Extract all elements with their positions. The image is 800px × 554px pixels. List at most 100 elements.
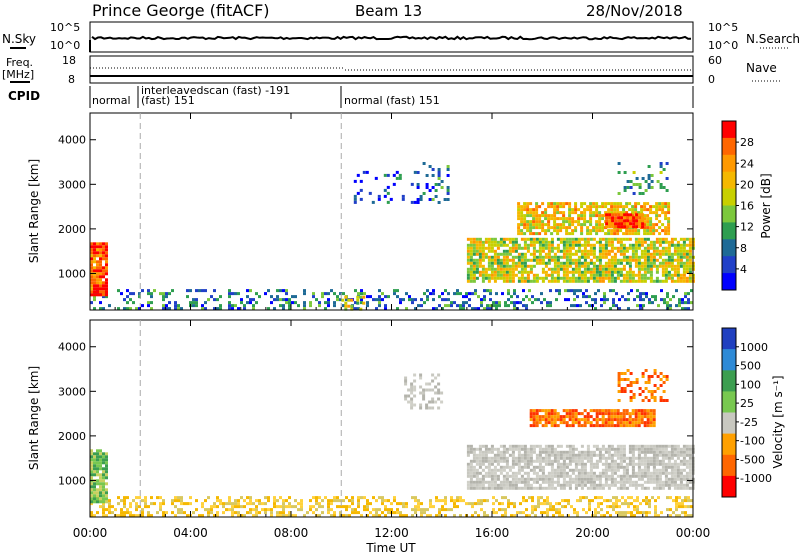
- echo-cell: [475, 447, 479, 451]
- echo-cell: [615, 499, 618, 503]
- echo-cell: [676, 453, 680, 457]
- y-tick-label: 4000: [58, 341, 86, 354]
- echo-cell: [441, 307, 444, 311]
- echo-cell: [586, 477, 590, 481]
- echo-cell: [638, 186, 642, 189]
- echo-cell: [643, 279, 647, 283]
- echo-cell: [492, 304, 495, 308]
- echo-cell: [610, 418, 614, 422]
- echo-cell: [511, 444, 515, 448]
- echo-cell: [363, 508, 366, 512]
- echo-cell: [592, 486, 596, 490]
- echo-cell: [679, 450, 683, 454]
- echo-cell: [646, 424, 650, 428]
- echo-cell: [526, 483, 530, 487]
- echo-cell: [502, 267, 506, 271]
- echo-cell: [93, 281, 96, 285]
- echo-cell: [652, 246, 656, 250]
- echo-cell: [526, 205, 530, 209]
- echo-cell: [662, 399, 666, 402]
- echo-cell: [619, 462, 623, 466]
- echo-cell: [651, 301, 654, 305]
- echo-cell: [571, 456, 575, 460]
- echo-cell: [90, 248, 93, 252]
- echo-cell: [565, 471, 569, 475]
- echo-cell: [646, 444, 650, 448]
- echo-cell: [312, 295, 315, 299]
- echo-cell: [634, 261, 638, 265]
- echo-cell: [556, 480, 560, 484]
- echo-cell: [333, 499, 336, 503]
- echo-cell: [586, 444, 590, 448]
- echo-cell: [676, 273, 680, 277]
- echo-cell: [568, 462, 572, 466]
- echo-cell: [426, 514, 429, 518]
- echo-cell: [636, 295, 639, 299]
- echo-cell: [659, 186, 663, 189]
- echo-cell: [544, 223, 548, 227]
- echo-cell: [342, 292, 345, 296]
- echo-cell: [595, 220, 599, 224]
- echo-cell: [613, 270, 617, 274]
- echo-cell: [613, 264, 617, 268]
- echo-cell: [679, 261, 683, 265]
- echo-cell: [535, 217, 539, 221]
- echo-cell: [607, 412, 611, 416]
- echo-cell: [636, 289, 639, 293]
- echo-cell: [234, 304, 237, 308]
- echo-cell: [90, 263, 93, 267]
- echo-cell: [664, 477, 668, 481]
- echo-cell: [99, 242, 102, 246]
- echo-cell: [631, 255, 635, 259]
- echo-cell: [655, 447, 659, 451]
- echo-cell: [610, 456, 614, 460]
- echo-cell: [650, 396, 654, 399]
- echo-cell: [679, 243, 683, 247]
- echo-cell: [544, 237, 548, 241]
- echo-cell: [577, 424, 581, 428]
- echo-cell: [606, 505, 609, 509]
- echo-cell: [646, 220, 650, 224]
- y-tick-label: 1000: [58, 474, 86, 487]
- echo-cell: [520, 267, 524, 271]
- echo-cell: [640, 276, 644, 280]
- echo-cell: [486, 499, 489, 503]
- echo-cell: [453, 499, 456, 503]
- echo-cell: [662, 375, 666, 378]
- echo-cell: [556, 477, 560, 481]
- echo-cell: [550, 237, 554, 241]
- echo-cell: [502, 477, 506, 481]
- echo-cell: [532, 444, 536, 448]
- echo-cell: [606, 511, 609, 515]
- echo-cell: [523, 462, 527, 466]
- echo-cell: [514, 237, 518, 241]
- echo-cell: [93, 245, 96, 249]
- echo-cell: [384, 508, 387, 512]
- echo-cell: [601, 474, 605, 478]
- echo-cell: [562, 255, 566, 259]
- echo-cell: [625, 480, 629, 484]
- echo-cell: [670, 273, 674, 277]
- echo-cell: [661, 264, 665, 268]
- echo-cell: [688, 465, 692, 469]
- echo-cell: [577, 453, 581, 457]
- echo-cell: [99, 494, 102, 498]
- echo-cell: [619, 412, 623, 416]
- echo-cell: [657, 304, 660, 308]
- echo-cell: [629, 222, 633, 226]
- echo-region: [90, 496, 693, 518]
- echo-cell: [571, 409, 575, 413]
- echo-cell: [475, 468, 479, 472]
- echo-cell: [592, 480, 596, 484]
- echo-cell: [623, 222, 627, 226]
- echo-cell: [471, 292, 474, 296]
- echo-cell: [647, 375, 651, 378]
- echo-cell: [676, 264, 680, 268]
- echo-cell: [622, 267, 626, 271]
- echo-cell: [661, 450, 665, 454]
- echo-cell: [616, 240, 620, 244]
- echo-cell: [282, 304, 285, 308]
- echo-cell: [643, 249, 647, 253]
- echo-cell: [414, 508, 417, 512]
- echo-cell: [613, 453, 617, 457]
